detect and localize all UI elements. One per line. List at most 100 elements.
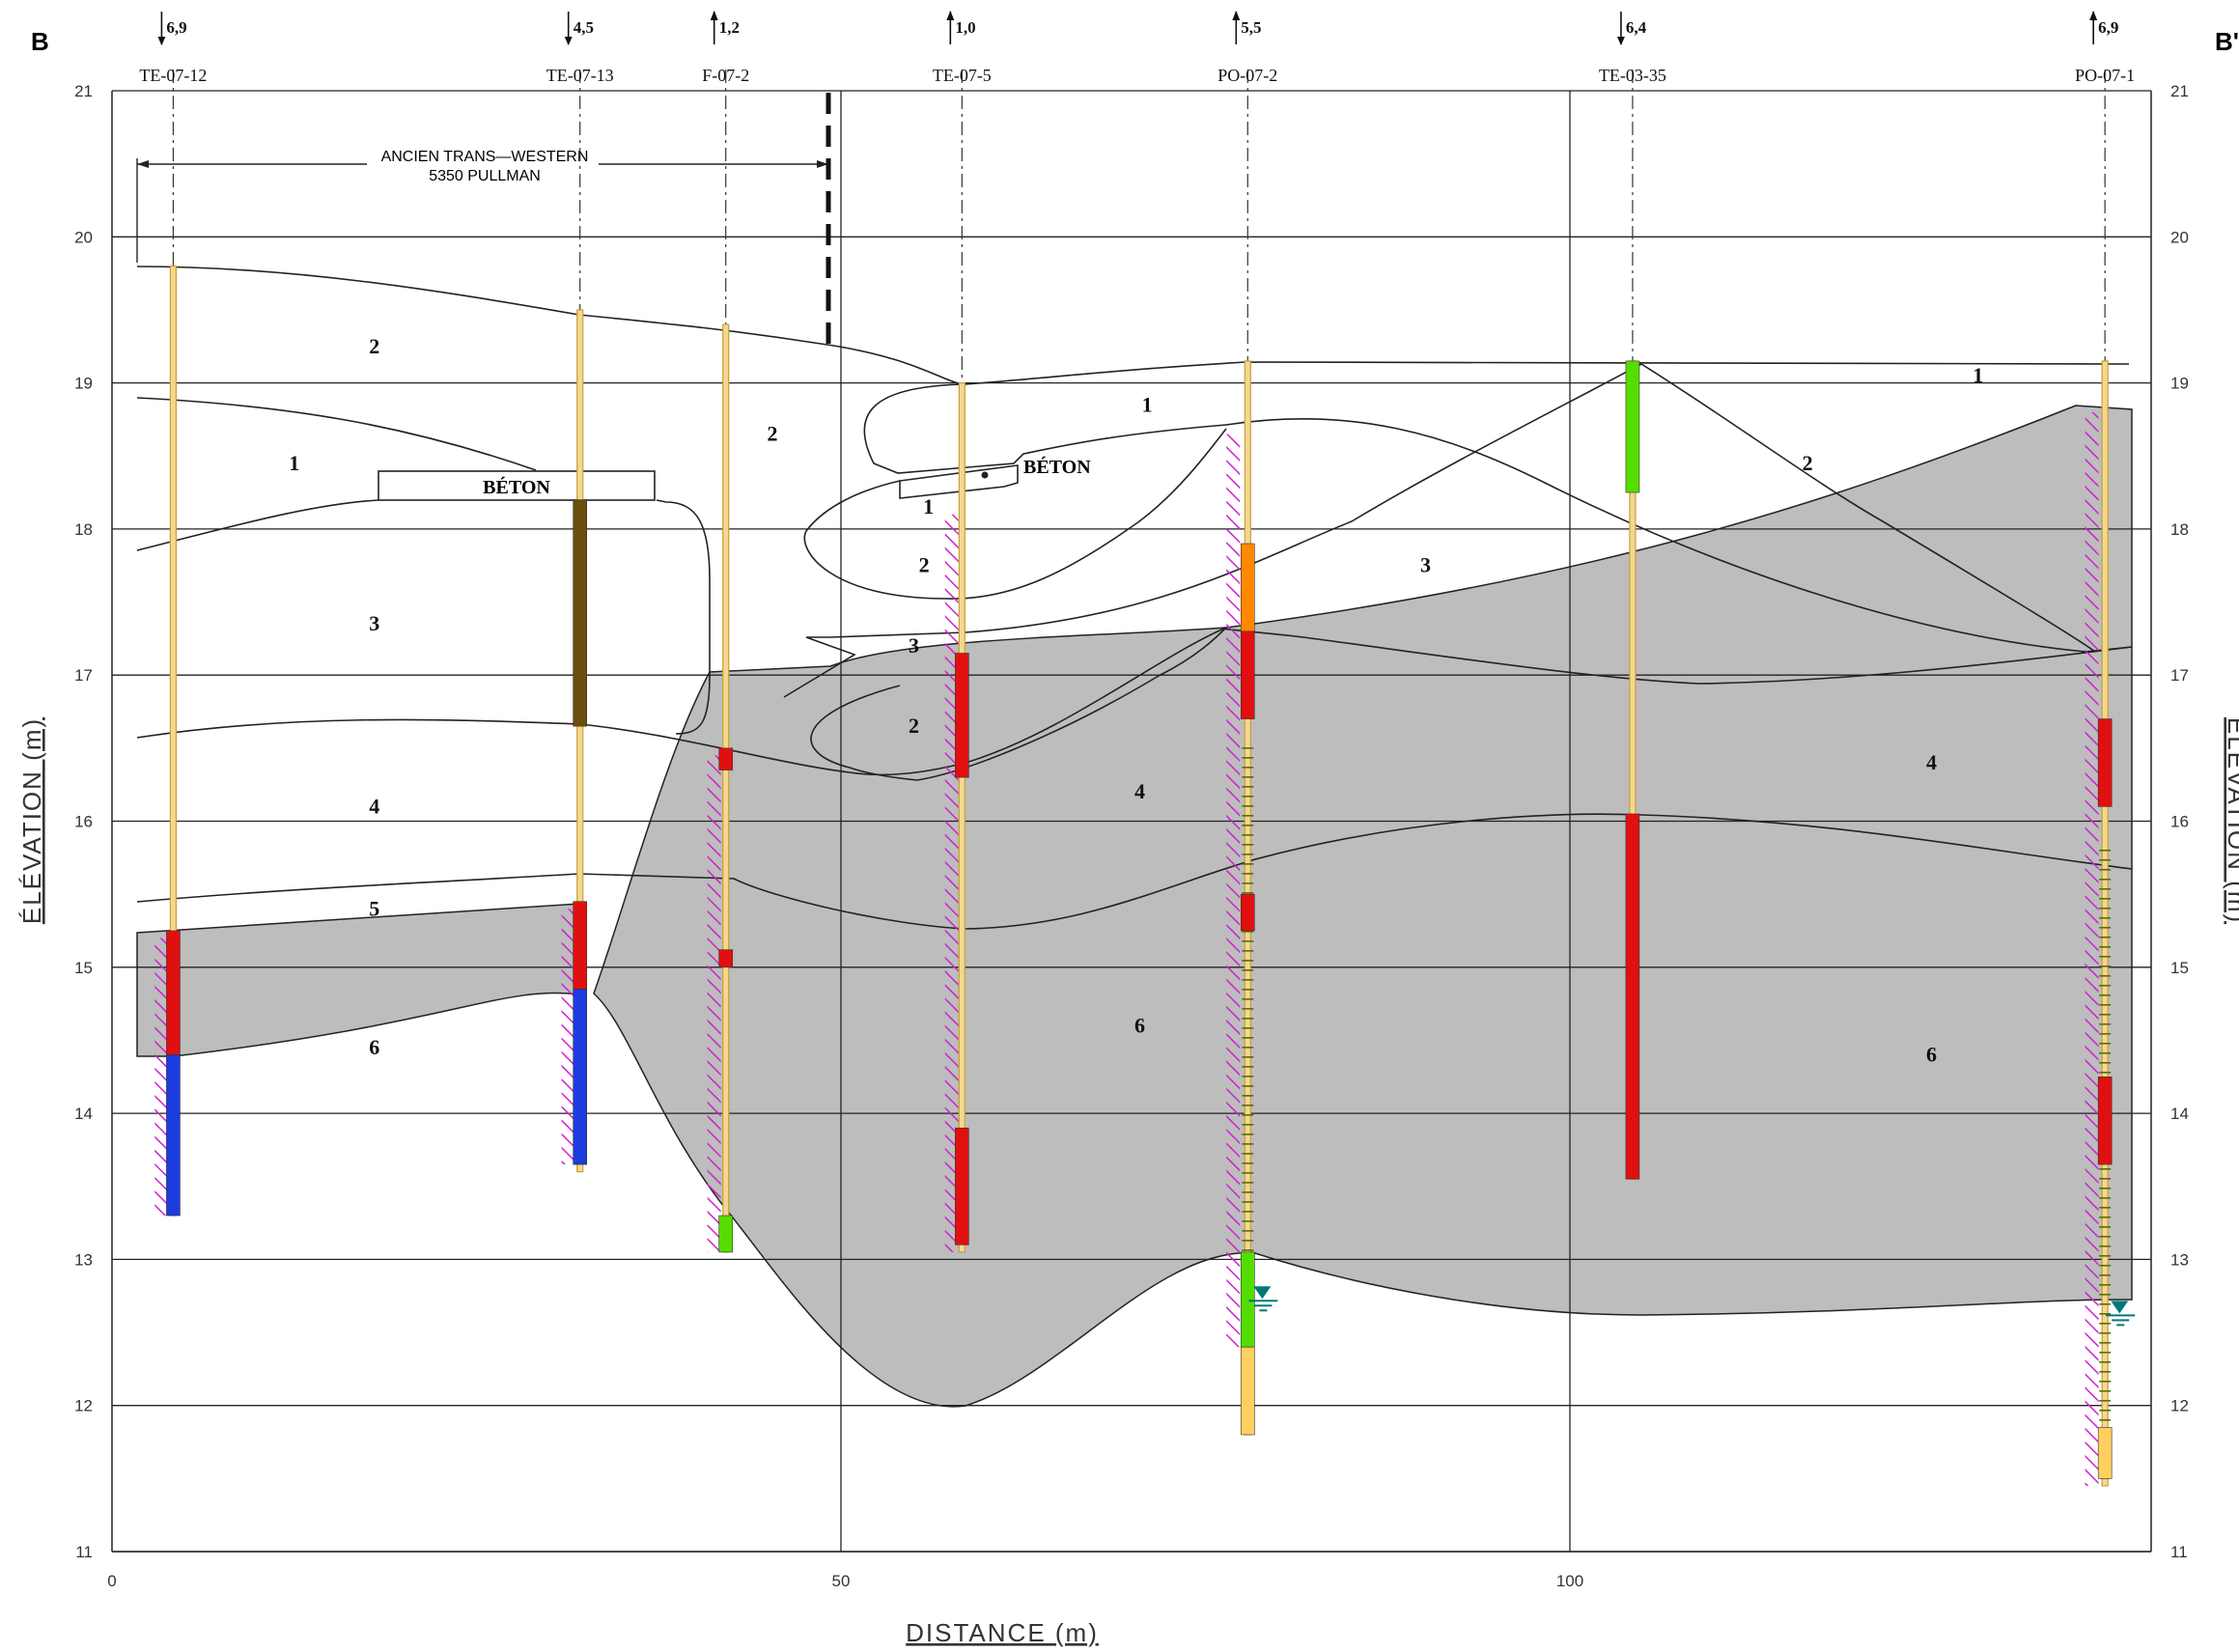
section-end-label: B' xyxy=(2215,27,2239,56)
sample-interval-red xyxy=(2097,1076,2113,1165)
offset-value: 4,5 xyxy=(574,18,594,37)
borehole-id-label: TE-07-5 xyxy=(933,66,992,85)
y-tick-right-10: 21 xyxy=(2170,82,2189,100)
unit-label-18: 6 xyxy=(1926,1043,1937,1067)
borehole-TE-07-13: TE-07-13 4,5 xyxy=(546,12,614,1173)
unit-label-8: 1 xyxy=(923,494,934,518)
property-limit: ANCIEN TRANS—WESTERN 5350 PULLMAN xyxy=(136,93,831,353)
section-start-label: B xyxy=(31,27,49,56)
sample-interval-orange xyxy=(1240,543,1255,632)
sample-hatch-5 xyxy=(2085,411,2099,1486)
sample-hatch-0 xyxy=(154,938,169,1217)
sample-interval-green xyxy=(1625,360,1640,493)
sample-interval-red xyxy=(718,949,734,968)
offset-value: 6,9 xyxy=(166,18,186,37)
concrete-label-left: BÉTON xyxy=(483,476,550,498)
offset-arrow-head-down xyxy=(157,37,166,45)
x-axis-title: DISTANCE (m) xyxy=(906,1618,1099,1647)
sample-hatch-1 xyxy=(561,909,575,1165)
offset-value: 1,2 xyxy=(719,18,740,37)
offset-arrow-head-down xyxy=(564,37,573,45)
x-tick-0: 0 xyxy=(107,1572,116,1590)
x-tick-2: 100 xyxy=(1556,1572,1583,1590)
borehole-id-label: TE-03-35 xyxy=(1599,66,1666,85)
y-tick-right-5: 16 xyxy=(2170,813,2189,831)
borehole-TE-07-12: TE-07-12 6,9 xyxy=(139,12,207,1217)
offset-arrow-head-down xyxy=(1616,37,1625,45)
sample-interval-blue xyxy=(166,1054,181,1217)
unit-label-10: 3 xyxy=(909,633,919,658)
sample-interval-red xyxy=(573,901,588,990)
y-tick-left-10: 21 xyxy=(74,82,93,100)
y-tick-left-5: 16 xyxy=(74,813,93,831)
borehole-id-label: TE-07-12 xyxy=(139,66,207,85)
offset-arrow-head-up xyxy=(1232,11,1241,20)
offset-arrow-head-up xyxy=(710,11,718,20)
y-tick-right-3: 14 xyxy=(2170,1105,2189,1123)
borehole-casing xyxy=(2101,360,2109,1487)
y-tick-left-1: 12 xyxy=(74,1397,93,1415)
unit-labels: 2 1 3 4 5 6 2 1 1 2 3 2 4 6 3 1 2 4 6 xyxy=(289,334,1983,1067)
water-level-marker-1 xyxy=(2106,1301,2136,1327)
unit-label-1: 1 xyxy=(289,451,299,475)
borehole-id-label: TE-07-13 xyxy=(546,66,614,85)
sample-interval-red xyxy=(955,1127,969,1246)
y-tick-left-2: 13 xyxy=(74,1250,93,1269)
concrete-block-left: BÉTON xyxy=(378,470,656,501)
sample-hatch-4 xyxy=(1226,434,1241,1348)
borehole-casing xyxy=(958,382,966,1253)
sample-interval-red xyxy=(955,653,969,778)
y-tick-left-8: 19 xyxy=(74,375,93,393)
unit-label-2: 3 xyxy=(369,611,379,635)
sample-interval-red xyxy=(1625,813,1640,1180)
borehole-id-label: PO-07-2 xyxy=(1217,66,1277,85)
property-label-line2: 5350 PULLMAN xyxy=(429,168,541,184)
y-tick-right-1: 12 xyxy=(2170,1397,2189,1415)
sample-interval-red xyxy=(1240,893,1255,932)
borehole-id-label: F-07-2 xyxy=(702,66,749,85)
borehole-id-label: PO-07-1 xyxy=(2075,66,2135,85)
y-tick-right-2: 13 xyxy=(2170,1250,2189,1269)
unit-label-12: 4 xyxy=(1134,779,1145,803)
grid-lines-vertical xyxy=(840,91,1571,1552)
unit-label-3: 4 xyxy=(369,794,379,818)
sample-hatch-2 xyxy=(707,755,721,1252)
sample-interval-blue xyxy=(573,989,588,1165)
unit-label-17: 4 xyxy=(1926,750,1937,774)
sample-interval-yellow xyxy=(2097,1427,2113,1479)
offset-arrow-head-up xyxy=(2089,11,2098,20)
unit-label-0: 2 xyxy=(369,334,379,358)
unit-label-6: 2 xyxy=(768,422,778,446)
unit-label-4: 5 xyxy=(369,896,379,920)
property-label-line1: ANCIEN TRANS—WESTERN xyxy=(381,149,589,165)
y-axis-title-left: ÉLÉVATION (m) xyxy=(17,717,46,924)
offset-value: 5,5 xyxy=(1241,18,1261,37)
borehole-casing xyxy=(576,309,584,1173)
borehole-TE-07-5: TE-07-5 1,0 xyxy=(933,11,992,1253)
sample-interval-red xyxy=(1240,630,1255,719)
shaded-zone xyxy=(136,405,2133,1408)
y-tick-right-4: 15 xyxy=(2170,959,2189,977)
sample-interval-green xyxy=(718,1215,734,1253)
boreholes: TE-07-12 6,9 TE-07-13 4,5 F-07-2 1,2 TE-07-5 1,… xyxy=(139,11,2135,1487)
y-tick-left-9: 20 xyxy=(74,228,93,246)
water-level-marker-0 xyxy=(1248,1286,1278,1312)
y-tick-right-7: 18 xyxy=(2170,520,2189,539)
offset-arrow-head-up xyxy=(946,11,955,20)
offset-value: 6,9 xyxy=(2098,18,2118,37)
concrete-block-right: BÉTON xyxy=(899,456,1091,499)
sample-interval-yellow xyxy=(1240,1346,1255,1436)
borehole-casing xyxy=(722,323,730,1253)
unit-label-9: 2 xyxy=(919,553,930,577)
unit-label-7: 1 xyxy=(1142,392,1153,416)
y-tick-left-6: 17 xyxy=(74,666,93,685)
unit-label-13: 6 xyxy=(1134,1013,1145,1037)
unit-label-11: 2 xyxy=(909,714,919,738)
y-tick-left-3: 14 xyxy=(74,1105,93,1123)
y-tick-right-9: 20 xyxy=(2170,228,2189,246)
x-tick-1: 50 xyxy=(832,1572,851,1590)
sample-interval-brown xyxy=(573,499,588,727)
sample-interval-red xyxy=(2097,718,2113,807)
y-tick-right-8: 19 xyxy=(2170,375,2189,393)
